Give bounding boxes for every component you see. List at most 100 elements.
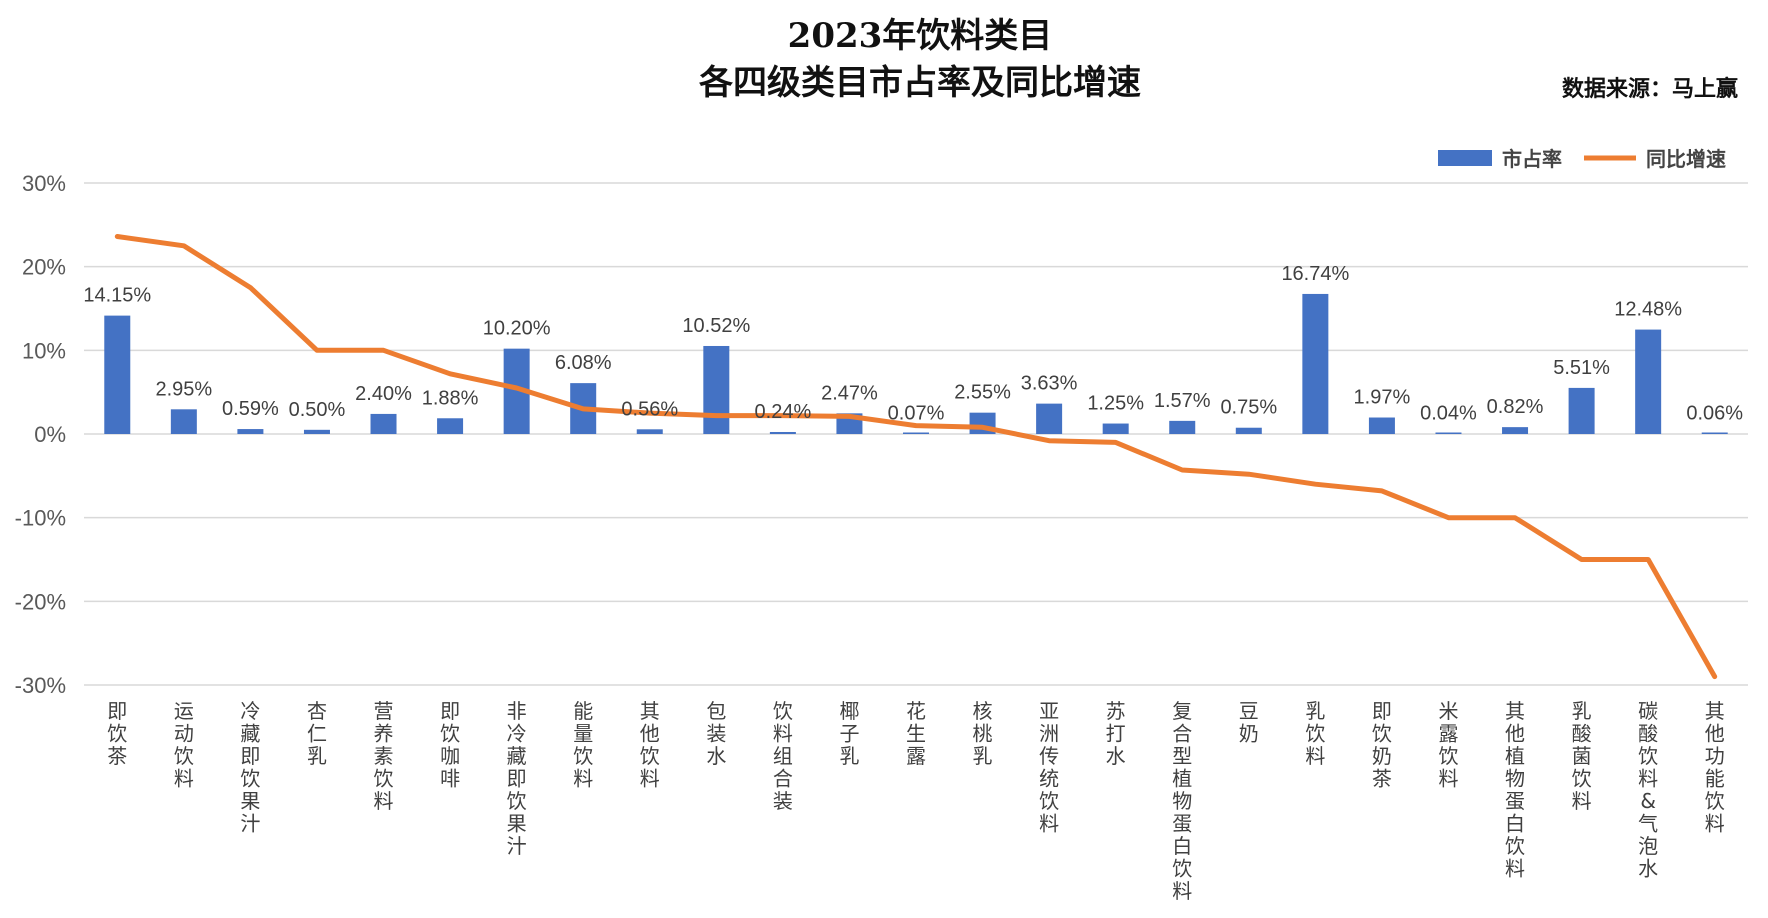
bar-data-label: 2.47%	[821, 382, 878, 404]
x-category-text: 即饮茶	[107, 699, 127, 768]
x-category-label: 碳酸饮料&气泡水	[1638, 699, 1658, 881]
y-tick-label: 30%	[22, 171, 66, 196]
x-category-text: 其他植物蛋白饮料	[1505, 699, 1525, 881]
x-category-text: 包装水	[706, 699, 726, 768]
x-category-text: 杏仁乳	[307, 699, 327, 768]
bar	[104, 315, 131, 434]
y-axis: 30% 20% 10% 0% -10% -20% -30%	[15, 171, 66, 698]
bar	[903, 432, 929, 434]
bar-series	[104, 293, 1728, 434]
chart-title-line-1: 2023年饮料类目	[788, 16, 1053, 56]
bar	[1635, 329, 1662, 434]
x-category-text: 亚洲传统饮料	[1039, 699, 1059, 836]
bar-data-label: 0.56%	[621, 398, 678, 420]
legend: 市占率 同比增速	[1438, 147, 1726, 171]
y-tick-label: 10%	[22, 338, 66, 363]
bar-data-label: 0.82%	[1487, 396, 1544, 418]
bar-data-label: 1.57%	[1154, 390, 1211, 412]
x-category-label: 即饮茶	[107, 699, 127, 768]
x-category-label: 椰子乳	[839, 699, 859, 768]
bar	[1701, 432, 1728, 434]
x-category-label: 米露饮料	[1438, 699, 1458, 791]
x-category-text: 米露饮料	[1438, 699, 1458, 791]
legend-bar-swatch	[1438, 150, 1492, 166]
x-category-text: 核桃乳	[973, 699, 993, 768]
x-category-text: 能量饮料	[573, 699, 593, 791]
bar	[1302, 293, 1329, 434]
bar-data-label: 0.59%	[222, 398, 279, 420]
x-category-label: 非冷藏即饮果汁	[507, 699, 527, 858]
x-axis: 即饮茶 运动饮料 冷藏即饮果汁 杏仁乳 营养素饮料 即饮咖啡 非冷藏即饮果汁 能量饮料 其他饮料…	[107, 699, 1724, 903]
x-category-label: 乳酸菌饮料	[1572, 699, 1592, 813]
bar	[769, 431, 796, 434]
bar-data-label: 2.95%	[155, 378, 212, 400]
bar	[1568, 387, 1595, 434]
x-category-text: 即饮奶茶	[1372, 699, 1392, 791]
data-source-label: 数据来源：马上赢	[1562, 76, 1738, 102]
legend-bar-label: 市占率	[1502, 147, 1562, 171]
x-category-label: 即饮奶茶	[1372, 699, 1392, 791]
bar-data-label: 1.25%	[1087, 393, 1144, 415]
growth-line	[114, 234, 1718, 680]
bar-data-label: 12.48%	[1614, 299, 1682, 321]
x-category-text: 椰子乳	[839, 699, 859, 768]
bar	[1502, 427, 1529, 434]
x-category-label: 复合型植物蛋白饮料	[1172, 699, 1192, 903]
bar-data-label: 10.20%	[483, 318, 551, 340]
bar	[237, 429, 264, 434]
x-category-label: 豆奶	[1239, 699, 1259, 746]
bar	[1036, 403, 1063, 434]
bar-data-label: 6.08%	[555, 352, 612, 374]
x-category-label: 苏打水	[1106, 699, 1126, 768]
bar-data-label: 0.75%	[1220, 397, 1277, 419]
chart-title-line-2: 各四级类目市占率及同比增速	[699, 63, 1141, 103]
y-tick-label: -10%	[15, 506, 66, 531]
x-category-label: 运动饮料	[174, 699, 194, 791]
x-category-text: 其他饮料	[640, 699, 660, 791]
bar-data-label: 0.06%	[1686, 402, 1743, 424]
x-category-text: 即饮咖啡	[440, 699, 460, 791]
bar	[1368, 417, 1395, 434]
x-category-label: 其他功能饮料	[1705, 699, 1725, 836]
x-category-label: 冷藏即饮果汁	[240, 699, 260, 836]
bar-data-label: 2.40%	[355, 383, 412, 405]
x-category-text: 花生露	[906, 699, 926, 768]
x-category-text: 运动饮料	[174, 699, 194, 791]
bar	[303, 429, 330, 434]
bar	[370, 413, 397, 434]
bar-data-label: 0.07%	[888, 402, 945, 424]
x-category-text: 其他功能饮料	[1705, 699, 1725, 836]
x-category-text: 营养素饮料	[374, 699, 394, 813]
x-category-text: 乳酸菌饮料	[1572, 699, 1592, 813]
bar-data-label: 5.51%	[1553, 357, 1610, 379]
legend-line-label: 同比增速	[1646, 147, 1726, 171]
x-category-label: 乳饮料	[1305, 699, 1325, 768]
bar-data-label: 0.50%	[289, 399, 346, 421]
y-tick-label: -30%	[15, 673, 66, 698]
bar	[1102, 423, 1129, 434]
x-category-label: 包装水	[706, 699, 726, 768]
bar	[1435, 432, 1462, 434]
x-category-label: 即饮咖啡	[440, 699, 460, 791]
x-category-text: 非冷藏即饮果汁	[507, 699, 527, 858]
x-category-text: 豆奶	[1239, 699, 1259, 746]
x-category-text: 冷藏即饮果汁	[240, 699, 260, 836]
x-category-text: 复合型植物蛋白饮料	[1172, 699, 1192, 903]
y-tick-label: 20%	[22, 255, 66, 280]
x-category-label: 营养素饮料	[374, 699, 394, 813]
bar-data-label: 1.97%	[1354, 387, 1411, 409]
y-tick-label: -20%	[15, 589, 66, 614]
x-category-text: 苏打水	[1106, 699, 1126, 768]
bar-data-label: 10.52%	[682, 315, 750, 337]
bar-data-label: 2.55%	[954, 382, 1011, 404]
x-category-label: 核桃乳	[973, 699, 993, 768]
x-category-label: 能量饮料	[573, 699, 593, 791]
x-category-text: 乳饮料	[1305, 699, 1325, 768]
x-category-text: 饮料组合装	[773, 699, 793, 813]
x-category-label: 杏仁乳	[307, 699, 327, 768]
data-labels: 14.15% 2.95% 0.59% 0.50% 2.40% 1.88% 10.20%6.0…	[83, 263, 1743, 425]
bar-data-label: 16.74%	[1281, 263, 1349, 285]
bar-data-label: 0.04%	[1420, 403, 1477, 425]
x-category-label: 其他植物蛋白饮料	[1505, 699, 1525, 881]
